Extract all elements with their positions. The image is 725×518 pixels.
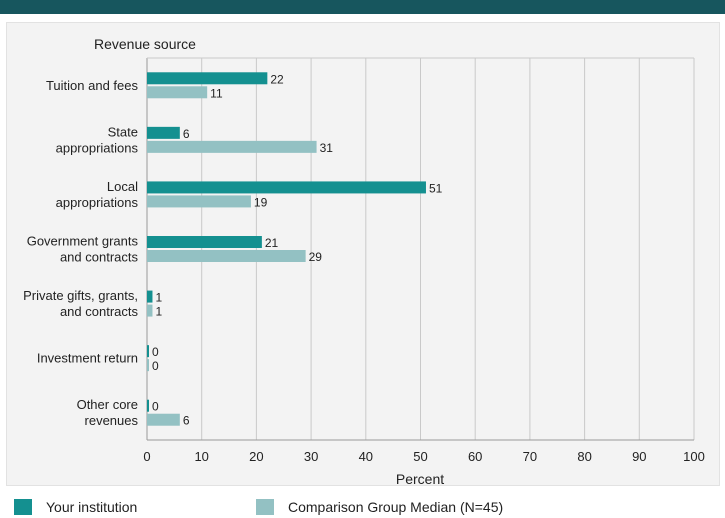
category-axis-title: Revenue source (94, 36, 196, 52)
bar-your-institution (147, 399, 149, 412)
x-tick-labels: 0 10 20 30 40 50 60 70 80 90 100 (143, 449, 704, 464)
x-tick-label: 20 (249, 449, 263, 464)
bar-value-label: 22 (270, 72, 284, 86)
bar-value-label: 0 (152, 345, 159, 359)
x-tick-label: 70 (523, 449, 537, 464)
x-tick-label: 10 (194, 449, 208, 464)
bar-value-label: 19 (254, 195, 268, 209)
category-label: Tuition and fees (46, 78, 139, 93)
bar-value-label: 1 (155, 291, 162, 305)
bar-comparison-median (147, 413, 180, 426)
bar-value-label: 0 (152, 359, 159, 373)
category-label: and contracts (60, 304, 139, 319)
legend-label-comparison-median: Comparison Group Median (N=45) (288, 499, 504, 515)
category-label: State (108, 124, 138, 139)
x-tick-label: 30 (304, 449, 318, 464)
bar-your-institution (147, 290, 153, 303)
x-tick-label: 40 (359, 449, 373, 464)
category-label: appropriations (56, 140, 139, 155)
bar-value-label: 31 (320, 141, 334, 155)
category-label: Other core (77, 397, 138, 412)
bar-your-institution (147, 126, 180, 139)
x-tick-label: 0 (143, 449, 150, 464)
bar-comparison-median (147, 359, 149, 372)
legend-swatch-comparison-median (256, 499, 274, 515)
bar-comparison-median (147, 140, 317, 153)
category-label: Investment return (37, 351, 138, 366)
bar-value-label: 0 (152, 400, 159, 414)
bar-comparison-median (147, 250, 306, 262)
bar-your-institution (147, 72, 268, 85)
bar-value-label: 6 (183, 414, 190, 428)
category-label: and contracts (60, 250, 139, 265)
header-band (0, 0, 725, 14)
bar-comparison-median (147, 86, 208, 99)
category-label: Local (107, 179, 138, 194)
bar-your-institution (147, 236, 262, 248)
category-label: appropriations (56, 195, 139, 210)
bar-your-institution (147, 181, 426, 194)
legend-label-your-institution: Your institution (46, 499, 138, 515)
x-tick-label: 60 (468, 449, 482, 464)
bar-value-label: 29 (309, 250, 323, 264)
bar-value-label: 11 (210, 86, 223, 100)
category-labels: Tuition and feesStateappropriationsLocal… (23, 78, 138, 428)
bar-comparison-median (147, 195, 251, 208)
bar-your-institution (147, 345, 149, 358)
legend-item-your-institution: Your institution (14, 496, 137, 518)
x-tick-label: 90 (632, 449, 646, 464)
category-label: Private gifts, grants, (23, 288, 138, 303)
x-tick-label: 50 (413, 449, 427, 464)
legend: Your institution Comparison Group Median… (0, 496, 725, 518)
x-axis-label: Percent (396, 471, 444, 487)
bar-value-label: 6 (183, 127, 190, 141)
category-label: revenues (85, 413, 139, 428)
gridlines (146, 57, 695, 441)
chart-panel (6, 22, 720, 486)
x-tick-label: 80 (577, 449, 591, 464)
category-label: Government grants (27, 234, 139, 249)
bar-comparison-median (147, 304, 153, 317)
bar-value-label: 1 (155, 305, 162, 319)
x-tick-label: 100 (683, 449, 705, 464)
legend-item-comparison-median: Comparison Group Median (N=45) (256, 496, 503, 518)
bar-value-label: 51 (429, 181, 443, 195)
legend-swatch-your-institution (14, 499, 32, 515)
bar-value-label: 21 (265, 236, 279, 250)
